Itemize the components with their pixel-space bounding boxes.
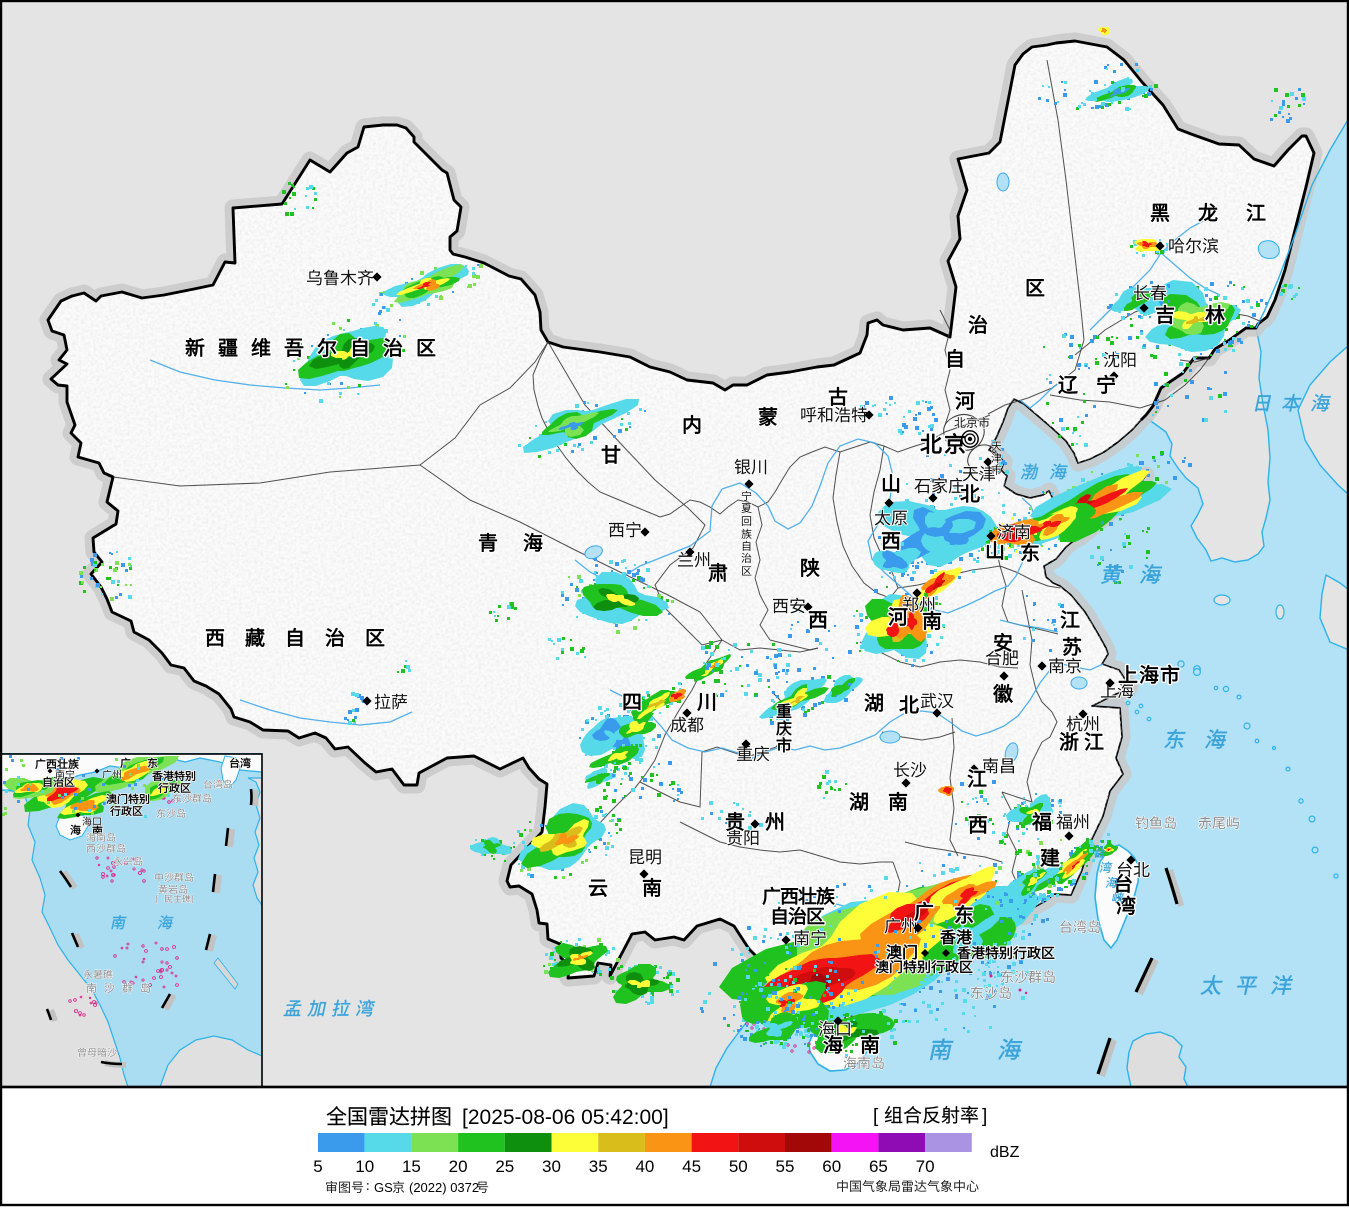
svg-text:55: 55	[776, 1157, 795, 1176]
svg-text:[: [	[873, 1106, 879, 1127]
svg-text:GS: GS	[374, 1180, 393, 1195]
svg-text:dBZ: dBZ	[990, 1144, 1020, 1161]
svg-text:25: 25	[495, 1157, 514, 1176]
svg-text:[2025-08-06 05:42:00]: [2025-08-06 05:42:00]	[462, 1106, 669, 1129]
svg-text:15: 15	[402, 1157, 421, 1176]
svg-text:30: 30	[542, 1157, 561, 1176]
svg-text:20: 20	[449, 1157, 468, 1176]
svg-text:5: 5	[313, 1157, 322, 1176]
svg-text:45: 45	[682, 1157, 701, 1176]
svg-text:50: 50	[729, 1157, 748, 1176]
svg-text:70: 70	[916, 1157, 935, 1176]
svg-text:]: ]	[982, 1106, 987, 1127]
svg-text:60: 60	[822, 1157, 841, 1176]
svg-text:65: 65	[869, 1157, 888, 1176]
svg-text:40: 40	[635, 1157, 654, 1176]
svg-text:35: 35	[589, 1157, 608, 1176]
svg-text:10: 10	[355, 1157, 374, 1176]
svg-text:(2022) 0372: (2022) 0372	[409, 1180, 479, 1195]
